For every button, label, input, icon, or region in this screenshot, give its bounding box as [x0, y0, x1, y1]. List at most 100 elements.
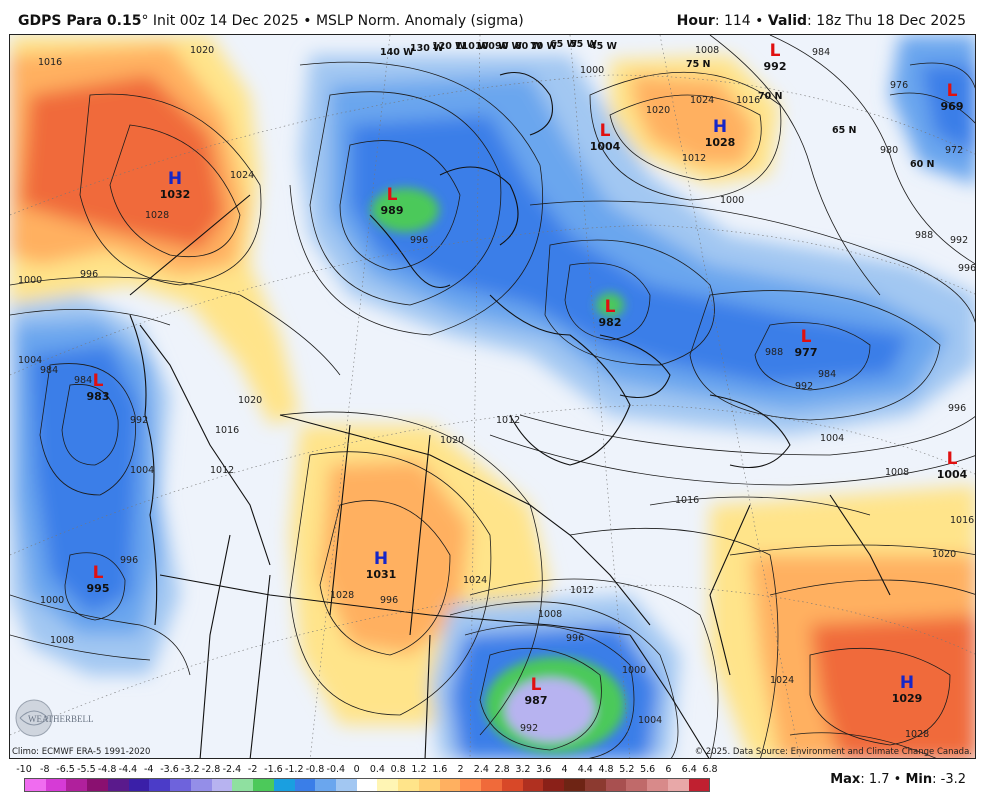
- isobar-label: 996: [948, 403, 967, 414]
- isobar-label: 1000: [720, 195, 745, 206]
- longitude-label: 65 W: [550, 39, 578, 50]
- isobar-label: 972: [945, 145, 964, 156]
- pressure-center-high: H 1032: [160, 169, 191, 201]
- isobar-label: 1004: [130, 465, 155, 476]
- legend-tick-label: 4.4: [577, 764, 593, 775]
- legend-tick-label: -2.8: [201, 764, 221, 775]
- isobar-label: 1012: [496, 415, 521, 426]
- min-value: : -3.2: [932, 772, 966, 787]
- isobar-label: 1024: [690, 95, 715, 106]
- legend-tick-label: -8: [40, 764, 50, 775]
- isobar-label: 988: [915, 230, 934, 241]
- legend-swatch: [87, 779, 108, 791]
- legend-swatch: [418, 779, 440, 791]
- legend-tick-label: -3.6: [160, 764, 179, 775]
- center-value: 992: [763, 60, 787, 73]
- legend-swatch: [481, 779, 502, 791]
- legend-swatch: [232, 779, 254, 791]
- isobar-label: 984: [818, 369, 837, 380]
- isobar-label: 988: [765, 347, 784, 358]
- legend-swatch: [398, 779, 419, 791]
- pressure-center-high: H 1028: [705, 119, 736, 149]
- legend-tick-label: 0: [353, 764, 360, 775]
- anomaly-shading: [10, 35, 975, 758]
- isobar-label: 1012: [570, 585, 595, 596]
- legend-tick-label: 6.8: [702, 764, 718, 775]
- longitude-label: 110 W: [455, 41, 489, 52]
- center-symbol: L: [604, 297, 616, 317]
- isobar-label: 992: [950, 235, 969, 246]
- legend-swatch: [460, 779, 482, 791]
- legend-swatch: [584, 779, 606, 791]
- center-value: 983: [86, 390, 110, 403]
- valid-time-info: Hour: 114 • Valid: 18z Thu 18 Dec 2025: [677, 13, 966, 29]
- legend-swatch: [45, 779, 67, 791]
- legend-tick-label: -0.8: [305, 764, 325, 775]
- longitude-label: 45 W: [590, 41, 618, 52]
- init-time: Init 00z 14 Dec 2025: [152, 13, 299, 29]
- title-separator: •: [303, 13, 312, 29]
- isobar-label: 1008: [885, 467, 910, 478]
- pressure-center-low: L 987: [525, 677, 548, 707]
- legend-tick-label: -5.5: [77, 764, 96, 775]
- isobar-label: 992: [795, 381, 814, 392]
- valid-value: : 18z Thu 18 Dec 2025: [807, 13, 966, 29]
- pressure-center-low: L 1004: [590, 123, 621, 153]
- longitude-label: 130 W: [410, 43, 444, 54]
- legend-swatch: [667, 779, 689, 791]
- hour-label: Hour: [676, 13, 715, 29]
- color-legend: -10 -8 -6.5 -5.5 -4.8 -4.4 -4 -3.6 -3.2 -2.8 -2.4-…: [10, 762, 718, 808]
- center-value: 1004: [936, 468, 968, 481]
- center-symbol: H: [167, 169, 183, 189]
- legend-swatch: [66, 779, 88, 791]
- legend-tick-label: 6.4: [681, 764, 697, 775]
- longitude-label: 70 W: [530, 41, 558, 52]
- maxmin-separator: •: [893, 772, 902, 787]
- latitude-label: 60 N: [910, 159, 935, 170]
- center-value: 995: [86, 582, 110, 595]
- center-value: 1031: [365, 568, 397, 581]
- isobar-label: 1004: [18, 355, 43, 366]
- legend-swatch: [543, 779, 565, 791]
- map-title: GDPS Para 0.15° Init 00z 14 Dec 2025 • M…: [18, 13, 524, 29]
- isobar-label: 1024: [463, 575, 488, 586]
- legend-tick-label: 5.2: [619, 764, 635, 775]
- isobar-label: 1028: [905, 729, 930, 740]
- hour-value: : 114: [714, 13, 751, 29]
- isobar-label: 1028: [145, 210, 170, 221]
- center-symbol: L: [800, 327, 812, 347]
- max-value: : 1.7: [860, 772, 890, 787]
- legend-swatch: [253, 779, 274, 791]
- degree-symbol: °: [141, 13, 149, 29]
- legend-swatch: [356, 779, 378, 791]
- isobar-label: 996: [380, 595, 399, 606]
- longitude-label: 80 W: [515, 41, 543, 52]
- legend-swatch: [128, 779, 150, 791]
- valid-label: Valid: [767, 13, 808, 29]
- map-canvas: [10, 35, 975, 758]
- legend-tick-label: 2: [457, 764, 464, 775]
- pressure-center-low: L 989: [381, 185, 404, 217]
- legend-swatch: [149, 779, 171, 791]
- legend-ticks: -10 -8 -6.5 -5.5 -4.8 -4.4 -4 -3.6 -3.2 -2.8 -2.4-…: [10, 764, 717, 778]
- legend-tick-label: 2.4: [473, 764, 489, 775]
- isobar-label: 996: [120, 555, 139, 566]
- longitude-label: 120 W: [432, 41, 466, 52]
- isobar-label: 1000: [40, 595, 65, 606]
- center-value: 1029: [891, 692, 923, 705]
- center-symbol: L: [386, 185, 398, 205]
- latitude-label: 75 N: [686, 59, 711, 70]
- legend-tick-label: -4.4: [118, 764, 138, 775]
- legend-tick-label: -10: [16, 764, 32, 775]
- legend-tick-label: -0.4: [326, 764, 346, 775]
- isobar-label: 984: [74, 375, 93, 386]
- legend-tick-label: -2.4: [222, 764, 242, 775]
- center-symbol: L: [946, 449, 958, 469]
- isobar-label: 1020: [190, 45, 215, 56]
- pressure-center-low: L 977: [795, 327, 818, 359]
- field-name: MSLP Norm. Anomaly (sigma): [315, 13, 524, 29]
- boundaries: [129, 71, 891, 758]
- isobar-label: 1020: [440, 435, 465, 446]
- legend-swatch: [522, 779, 544, 791]
- pressure-center-low: L 982: [599, 297, 622, 329]
